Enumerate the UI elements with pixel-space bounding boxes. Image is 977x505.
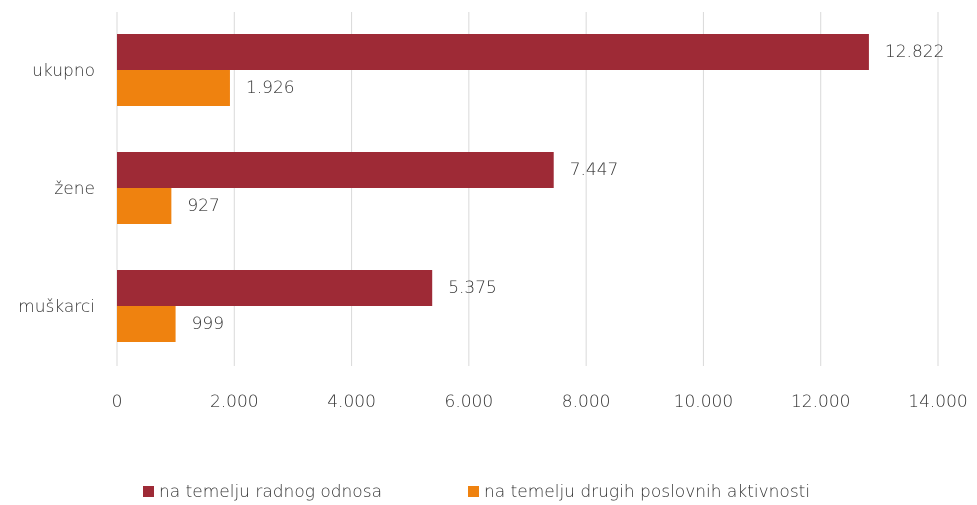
bar bbox=[117, 152, 554, 188]
x-tick-label: 12.000 bbox=[791, 392, 850, 412]
value-label: 12.822 bbox=[885, 42, 944, 62]
bar bbox=[117, 270, 433, 306]
y-tick-label: žene bbox=[54, 179, 95, 199]
legend-swatch bbox=[143, 486, 154, 497]
x-tick-label: 8.000 bbox=[562, 392, 611, 412]
x-tick-label: 6.000 bbox=[445, 392, 494, 412]
value-label: 927 bbox=[187, 196, 219, 216]
legend-label: na temelju drugih poslovnih aktivnosti bbox=[484, 482, 810, 502]
bar bbox=[117, 34, 869, 70]
x-tick-label: 14.000 bbox=[908, 392, 967, 412]
x-tick-label: 10.000 bbox=[674, 392, 733, 412]
value-label: 1.926 bbox=[246, 78, 295, 98]
y-tick-label: ukupno bbox=[32, 61, 95, 81]
x-tick-label: 0 bbox=[112, 392, 123, 412]
value-label: 7.447 bbox=[570, 160, 619, 180]
bar bbox=[117, 306, 176, 342]
legend-swatch bbox=[468, 486, 479, 497]
legend-label: na temelju radnog odnosa bbox=[159, 482, 382, 502]
x-tick-label: 2.000 bbox=[210, 392, 259, 412]
bar bbox=[117, 188, 172, 224]
y-tick-label: muškarci bbox=[18, 297, 95, 317]
x-tick-label: 4.000 bbox=[327, 392, 376, 412]
value-label: 5.375 bbox=[448, 278, 497, 298]
bar bbox=[117, 70, 230, 106]
value-label: 999 bbox=[192, 314, 224, 334]
